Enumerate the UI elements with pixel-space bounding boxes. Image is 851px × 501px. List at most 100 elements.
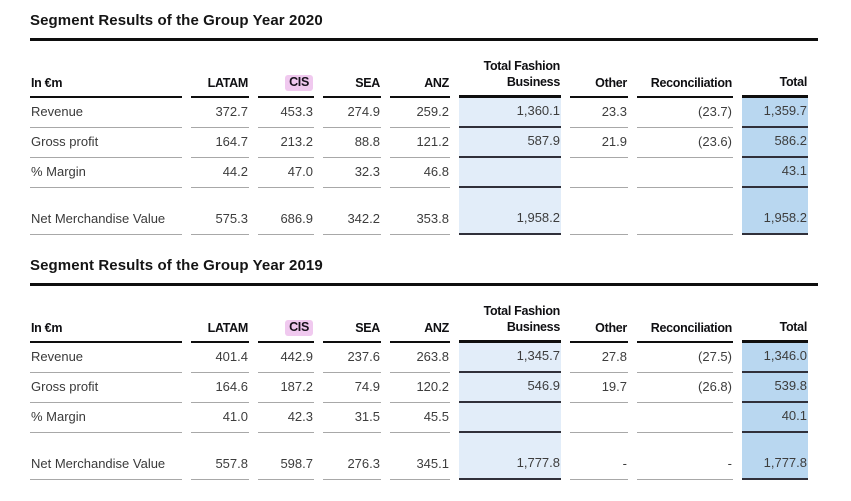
value-cell: 237.6 [323, 343, 381, 374]
row-label: Net Merchandise Value [30, 188, 182, 235]
segment-table-2020: In €m LATAM CIS SEA ANZ Total Fashion Bu… [21, 57, 817, 235]
table-row-margin: % Margin 44.2 47.0 32.3 46.8 43.1 [30, 158, 808, 188]
col-header-total: Total [742, 302, 808, 344]
col-header-other: Other [570, 57, 628, 99]
table-row-net-merchandise-value: Net Merchandise Value 575.3 686.9 342.2 … [30, 187, 808, 235]
value-cell: 44.2 [191, 158, 249, 188]
value-cell: 259.2 [390, 98, 450, 129]
value-cell: 40.1 [742, 402, 808, 433]
col-header-other: Other [570, 302, 628, 344]
value-cell [570, 158, 628, 188]
value-cell: 274.9 [323, 98, 381, 129]
col-header-latam: LATAM [191, 302, 249, 344]
col-header-anz: ANZ [390, 57, 450, 99]
value-cell: 401.4 [191, 343, 249, 374]
value-cell: 587.9 [459, 128, 561, 159]
value-cell [570, 403, 628, 433]
value-cell: 276.3 [323, 433, 381, 480]
value-cell [570, 188, 628, 235]
value-cell: (26.8) [637, 373, 733, 403]
value-cell: 32.3 [323, 158, 381, 188]
value-cell: 43.1 [742, 158, 808, 188]
value-cell: 453.3 [258, 98, 314, 129]
section-2020: Segment Results of the Group Year 2020 I… [30, 12, 851, 235]
title-rule [30, 282, 818, 286]
unit-header: In €m [30, 302, 182, 344]
col-header-total: Total [742, 57, 808, 99]
value-cell: 1,777.8 [459, 432, 561, 480]
value-cell: 1,958.2 [459, 187, 561, 235]
col-header-cis: CIS [258, 302, 314, 344]
col-header-anz: ANZ [390, 302, 450, 344]
col-header-reconciliation: Reconciliation [637, 302, 733, 344]
table-row-margin: % Margin 41.0 42.3 31.5 45.5 40.1 [30, 402, 808, 433]
unit-header: In €m [30, 57, 182, 99]
value-cell: 353.8 [390, 188, 450, 235]
value-cell: 546.9 [459, 373, 561, 403]
value-cell: 120.2 [390, 373, 450, 403]
value-cell: - [570, 433, 628, 480]
value-cell: 345.1 [390, 433, 450, 480]
value-cell: 442.9 [258, 343, 314, 374]
value-cell: 19.7 [570, 373, 628, 403]
section-2019: Segment Results of the Group Year 2019 I… [30, 257, 851, 480]
cis-highlight: CIS [285, 319, 313, 337]
value-cell: 342.2 [323, 188, 381, 235]
value-cell: 47.0 [258, 158, 314, 188]
value-cell: - [637, 433, 733, 480]
table-row-gross-profit: Gross profit 164.6 187.2 74.9 120.2 546.… [30, 373, 808, 403]
col-header-cis: CIS [258, 57, 314, 99]
title-rule [30, 38, 818, 41]
col-header-total-fashion-business: Total Fashion Business [459, 57, 561, 99]
value-cell [637, 403, 733, 433]
col-header-sea: SEA [323, 57, 381, 99]
value-cell: 45.5 [390, 403, 450, 433]
value-cell: 1,345.7 [459, 343, 561, 374]
value-cell: (23.7) [637, 98, 733, 129]
value-cell [459, 158, 561, 188]
value-cell: 74.9 [323, 373, 381, 403]
row-label: % Margin [30, 403, 182, 433]
col-header-reconciliation: Reconciliation [637, 57, 733, 99]
segment-table-2019: In €m LATAM CIS SEA ANZ Total Fashion Bu… [21, 302, 817, 480]
value-cell: 187.2 [258, 373, 314, 403]
value-cell: 41.0 [191, 403, 249, 433]
value-cell: 164.7 [191, 128, 249, 159]
value-cell: 1,346.0 [742, 343, 808, 374]
section-title-2019: Segment Results of the Group Year 2019 [30, 256, 323, 274]
value-cell: (27.5) [637, 343, 733, 374]
value-cell: 1,360.1 [459, 98, 561, 129]
value-cell: 121.2 [390, 128, 450, 159]
row-label: Gross profit [30, 128, 182, 159]
section-title-2020: Segment Results of the Group Year 2020 [30, 12, 323, 29]
row-label: Gross profit [30, 373, 182, 403]
col-header-total-fashion-business: Total Fashion Business [459, 302, 561, 344]
table-row-revenue: Revenue 401.4 442.9 237.6 263.8 1,345.7 … [30, 343, 808, 374]
value-cell: 42.3 [258, 403, 314, 433]
value-cell: 27.8 [570, 343, 628, 374]
value-cell: 164.6 [191, 373, 249, 403]
header-row: In €m LATAM CIS SEA ANZ Total Fashion Bu… [30, 57, 808, 99]
value-cell: (23.6) [637, 128, 733, 159]
cis-highlight: CIS [285, 74, 313, 92]
row-label: Revenue [30, 98, 182, 129]
row-label: % Margin [30, 158, 182, 188]
row-label: Net Merchandise Value [30, 433, 182, 480]
value-cell [459, 402, 561, 433]
value-cell: 575.3 [191, 188, 249, 235]
value-cell: 31.5 [323, 403, 381, 433]
value-cell: 263.8 [390, 343, 450, 374]
value-cell: 1,359.7 [742, 98, 808, 129]
value-cell: 46.8 [390, 158, 450, 188]
table-row-net-merchandise-value: Net Merchandise Value 557.8 598.7 276.3 … [30, 432, 808, 480]
value-cell: 598.7 [258, 433, 314, 480]
header-row: In €m LATAM CIS SEA ANZ Total Fashion Bu… [30, 302, 808, 344]
value-cell [637, 158, 733, 188]
value-cell: 372.7 [191, 98, 249, 129]
col-header-latam: LATAM [191, 57, 249, 99]
value-cell: 23.3 [570, 98, 628, 129]
table-row-gross-profit: Gross profit 164.7 213.2 88.8 121.2 587.… [30, 128, 808, 159]
row-label: Revenue [30, 343, 182, 374]
value-cell: 539.8 [742, 373, 808, 403]
